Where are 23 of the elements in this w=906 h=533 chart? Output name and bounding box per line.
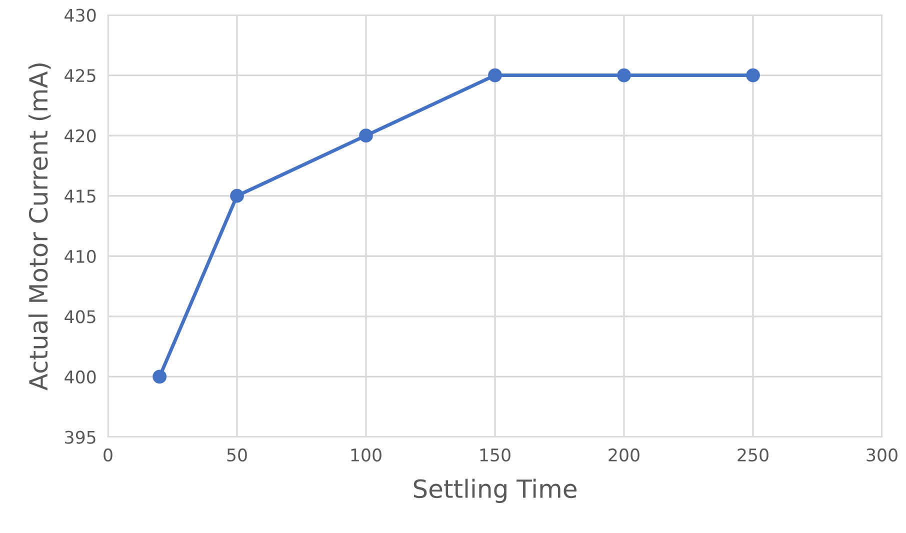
- x-tick-label: 250: [738, 448, 768, 462]
- point: [359, 128, 373, 143]
- point: [488, 68, 502, 82]
- point: [230, 188, 244, 203]
- y-tick-label: 430: [64, 8, 96, 22]
- x-tick-label: 200: [608, 448, 640, 462]
- point: [746, 68, 760, 82]
- point: [152, 370, 167, 384]
- x-axis-title: Settling Time: [414, 478, 576, 503]
- point: [617, 68, 631, 82]
- y-tick-label: 420: [64, 129, 96, 142]
- y-tick-label: 415: [64, 190, 96, 203]
- x-tick-label: 100: [351, 448, 382, 462]
- y-axis-title: Actual Motor Current (mA): [28, 64, 51, 390]
- x-tick-label: 300: [866, 448, 898, 462]
- x-tick-label: 50: [227, 448, 247, 462]
- y-tick-label: 410: [64, 250, 96, 263]
- x-tick-label: 0: [104, 448, 112, 462]
- y-tick-label: 425: [64, 68, 96, 82]
- y-tick-label: 400: [64, 370, 96, 384]
- y-tick-label: 395: [65, 430, 96, 444]
- x-tick-label: 150: [480, 448, 510, 462]
- y-tick-label: 405: [64, 310, 96, 324]
